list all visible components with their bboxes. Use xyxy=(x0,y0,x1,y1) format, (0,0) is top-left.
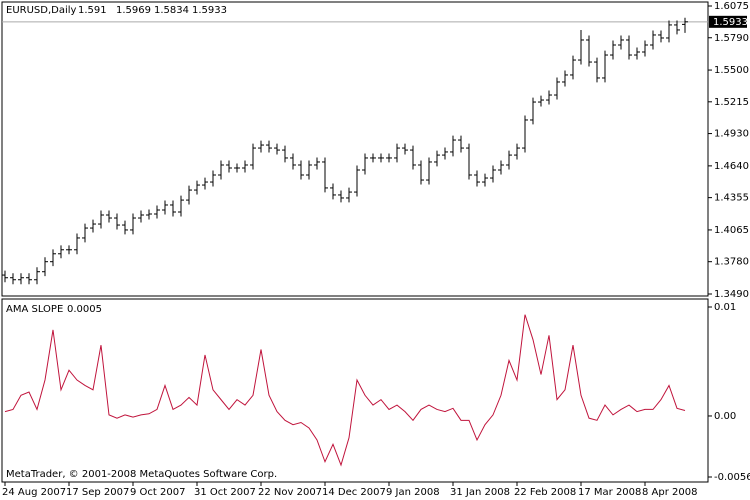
open: 1.591 xyxy=(78,5,107,16)
y-tick-label: 1.4930 xyxy=(714,129,749,140)
symbol: EURUSD,Daily xyxy=(6,5,77,16)
low: 1.5834 xyxy=(154,5,189,16)
indicator-panel xyxy=(1,298,709,483)
y-tick-label: 1.5500 xyxy=(714,65,749,76)
x-tick-label: 22 Feb 2008 xyxy=(514,487,576,498)
footer: MetaTrader, © 2001-2008 MetaQuotes Softw… xyxy=(6,469,277,480)
high: 1.5969 xyxy=(116,5,151,16)
y-tick-label: 1.4355 xyxy=(714,193,749,204)
indicator-value: 0.0005 xyxy=(67,304,102,315)
y-tick-label: 1.5215 xyxy=(714,97,749,108)
x-tick-label: 31 Oct 2007 xyxy=(194,487,256,498)
y-tick-label: 0.00 xyxy=(714,411,736,422)
price-label-box xyxy=(709,15,747,28)
x-tick-label: 22 Nov 2007 xyxy=(258,487,322,498)
y-tick-label: 1.5790 xyxy=(714,33,749,44)
price-label: 1.5933 xyxy=(713,17,748,28)
y-tick-label: 0.01 xyxy=(714,302,736,313)
x-tick-label: 17 Sep 2007 xyxy=(66,487,129,498)
y-tick-label: 1.3780 xyxy=(714,257,749,268)
x-tick-label: 31 Jan 2008 xyxy=(450,487,510,498)
y-tick-label: 1.6075 xyxy=(714,1,749,12)
price-panel xyxy=(1,1,709,297)
x-tick-label: 24 Aug 2007 xyxy=(2,487,66,498)
y-tick-label: 1.4065 xyxy=(714,225,749,236)
y-tick-label: 1.3490 xyxy=(714,289,749,300)
indicator-name: AMA SLOPE xyxy=(6,304,63,315)
x-tick-label: 14 Dec 2007 xyxy=(322,487,386,498)
y-tick-label: 1.4640 xyxy=(714,161,749,172)
y-tick-label: -0.0056 xyxy=(714,472,750,483)
x-tick-label: 8 Apr 2008 xyxy=(642,487,697,498)
x-tick-label: 9 Oct 2007 xyxy=(130,487,185,498)
indicator-line xyxy=(4,314,686,467)
x-tick-label: 17 Mar 2008 xyxy=(578,487,641,498)
x-tick-label: 9 Jan 2008 xyxy=(386,487,440,498)
close: 1.5933 xyxy=(192,5,227,16)
